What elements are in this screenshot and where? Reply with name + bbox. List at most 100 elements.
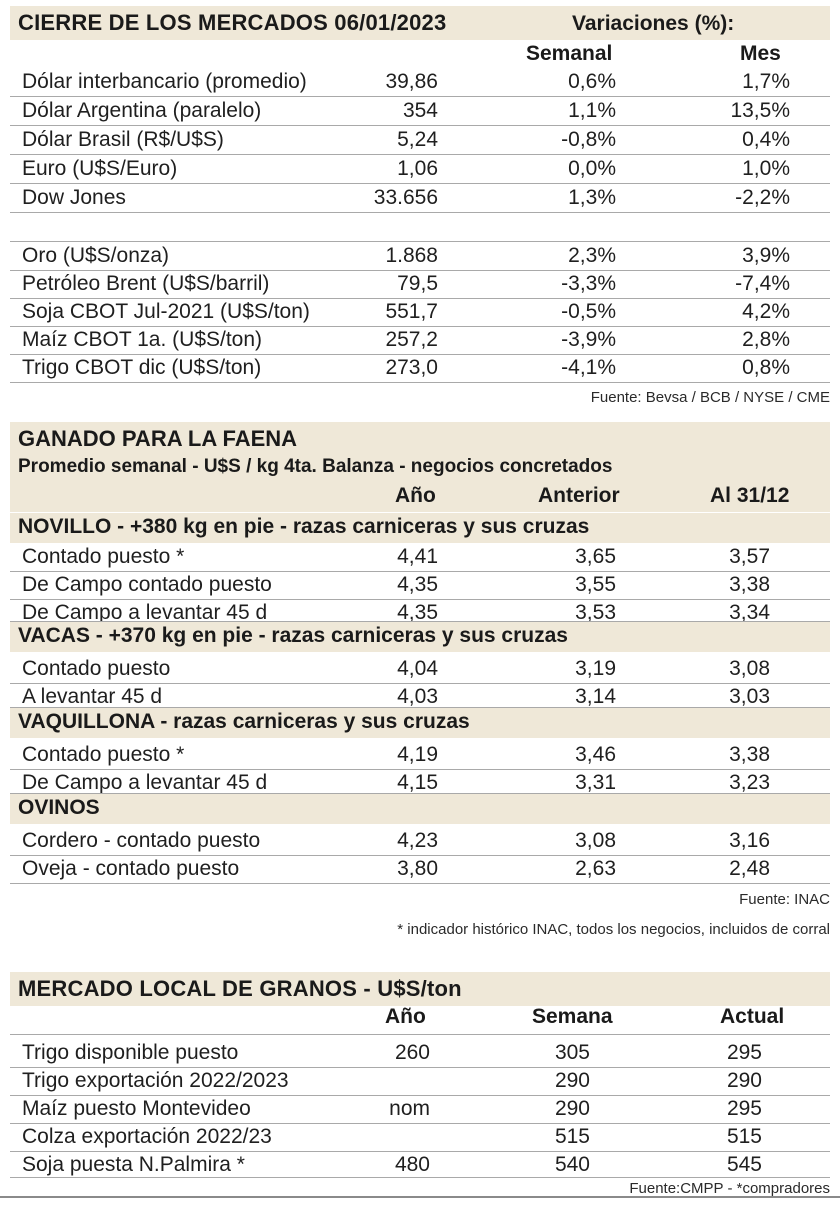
row-prev: 2,63	[575, 857, 616, 880]
cattle-subtitle: Promedio semanal - U$S / kg 4ta. Balanza…	[18, 456, 613, 477]
cattle-title: GANADO PARA LA FAENA	[18, 426, 298, 451]
row-week: 515	[554, 1125, 590, 1148]
row-prev: 3,53	[575, 601, 616, 622]
row-date: 3,38	[729, 743, 770, 766]
row-year: 3,80	[397, 857, 438, 880]
variations-label: Variaciones (%):	[572, 12, 735, 35]
table-row: Dow Jones 33.656 1,3% -2,2%	[10, 184, 830, 213]
row-label: Oveja - contado puesto	[22, 857, 240, 880]
row-label: Contado puesto	[22, 657, 171, 680]
table-row: A levantar 45 d 4,03 3,14 3,03	[10, 683, 830, 708]
row-month: -7,4%	[735, 272, 790, 295]
row-year: nom	[389, 1097, 430, 1120]
spacer-row	[10, 213, 830, 242]
row-label: Colza exportación 2022/23	[22, 1125, 272, 1148]
table-row: Soja puesta N.Palmira * 480 540 545	[10, 1151, 830, 1178]
row-year: 4,04	[397, 657, 438, 680]
col-anterior: Anterior	[538, 484, 620, 507]
col-semana: Semana	[532, 1005, 613, 1028]
row-label: Dólar Brasil (R$/U$S)	[22, 128, 224, 151]
row-week: 540	[554, 1153, 590, 1176]
row-year: 4,19	[397, 743, 438, 766]
row-label: Cordero - contado puesto	[22, 829, 261, 852]
cattle-source: Fuente: INAC	[739, 891, 830, 908]
row-prev: 3,46	[575, 743, 616, 766]
row-year: 4,41	[397, 545, 438, 568]
row-date: 2,48	[729, 857, 770, 880]
row-month: 1,0%	[742, 157, 790, 180]
col-mes: Mes	[740, 42, 781, 65]
row-week: -4,1%	[561, 356, 616, 379]
row-date: 3,38	[729, 573, 770, 596]
row-prev: 3,55	[575, 573, 616, 596]
row-date: 3,34	[729, 601, 770, 622]
markets-source: Fuente: Bevsa / BCB / NYSE / CME	[590, 389, 830, 406]
row-value: 551,7	[385, 300, 438, 323]
row-label: Soja puesta N.Palmira *	[22, 1153, 245, 1176]
row-label: Trigo CBOT dic (U$S/ton)	[22, 356, 262, 379]
row-week: -3,3%	[561, 272, 616, 295]
row-current: 545	[726, 1153, 762, 1176]
table-row: Contado puesto * 4,41 3,65 3,57	[10, 543, 830, 572]
row-month: 3,9%	[742, 244, 790, 267]
row-week: 0,0%	[568, 157, 616, 180]
row-year: 4,03	[397, 685, 438, 708]
row-prev: 3,65	[575, 545, 616, 568]
row-label: Petróleo Brent (U$S/barril)	[22, 272, 270, 295]
row-label: Euro (U$S/Euro)	[22, 157, 178, 180]
row-label: Dólar Argentina (paralelo)	[22, 99, 262, 122]
table-row: Contado puesto * 4,19 3,46 3,38	[10, 741, 830, 770]
row-week: 1,3%	[568, 186, 616, 209]
row-label: De Campo contado puesto	[22, 573, 272, 596]
row-date: 3,03	[729, 685, 770, 708]
table-row: Maíz CBOT 1a. (U$S/ton) 257,2 -3,9% 2,8%	[10, 326, 830, 355]
table-row: Cordero - contado puesto 4,23 3,08 3,16	[10, 827, 830, 856]
col-al-31-12: Al 31/12	[710, 484, 790, 507]
row-value: 354	[402, 99, 438, 122]
row-current: 295	[726, 1097, 762, 1120]
table-row: Dólar interbancario (promedio) 39,86 0,6…	[10, 68, 830, 97]
row-week: -0,8%	[561, 128, 616, 151]
group-title: NOVILLO - +380 kg en pie - razas carnice…	[18, 515, 590, 538]
row-date: 3,08	[729, 657, 770, 680]
row-label: Soja CBOT Jul-2021 (U$S/ton)	[22, 300, 310, 323]
row-prev: 3,19	[575, 657, 616, 680]
grains-title: MERCADO LOCAL DE GRANOS - U$S/ton	[18, 976, 462, 1001]
table-row: Contado puesto 4,04 3,19 3,08	[10, 655, 830, 684]
row-year: 4,15	[397, 771, 438, 794]
row-current: 290	[726, 1069, 762, 1092]
grains-header: MERCADO LOCAL DE GRANOS - U$S/ton	[10, 972, 830, 1006]
row-label: Trigo disponible puesto	[22, 1041, 239, 1064]
grains-source: Fuente:CMPP - *compradores	[629, 1180, 830, 1197]
row-month: 13,5%	[730, 99, 790, 122]
group-title: VAQUILLONA - razas carniceras y sus cruz…	[18, 710, 470, 733]
col-ano: Año	[385, 1005, 426, 1028]
table-row: Oveja - contado puesto 3,80 2,63 2,48	[10, 855, 830, 884]
row-prev: 3,14	[575, 685, 616, 708]
row-label: Maíz puesto Montevideo	[22, 1097, 251, 1120]
col-ano: Año	[395, 484, 436, 507]
row-year: 480	[394, 1153, 430, 1176]
row-month: 4,2%	[742, 300, 790, 323]
row-month: 0,8%	[742, 356, 790, 379]
row-label: De Campo a levantar 45 d	[22, 601, 268, 622]
row-label: Oro (U$S/onza)	[22, 244, 170, 267]
row-date: 3,23	[729, 771, 770, 794]
col-actual: Actual	[720, 1005, 785, 1028]
row-label: Trigo exportación 2022/2023	[22, 1069, 289, 1092]
row-prev: 3,08	[575, 829, 616, 852]
row-label: De Campo a levantar 45 d	[22, 771, 268, 794]
row-month: -2,2%	[735, 186, 790, 209]
table-row: Soja CBOT Jul-2021 (U$S/ton) 551,7 -0,5%…	[10, 298, 830, 327]
row-value: 33.656	[373, 186, 438, 209]
table-row: Dólar Argentina (paralelo) 354 1,1% 13,5…	[10, 97, 830, 126]
bottom-rule	[0, 1196, 840, 1198]
row-week: -0,5%	[561, 300, 616, 323]
group-header-ovinos: OVINOS	[10, 794, 830, 824]
row-prev: 3,31	[575, 771, 616, 794]
table-row: Petróleo Brent (U$S/barril) 79,5 -3,3% -…	[10, 270, 830, 299]
row-week: 1,1%	[568, 99, 616, 122]
row-year: 4,35	[397, 601, 438, 622]
markets-header: CIERRE DE LOS MERCADOS 06/01/2023 Variac…	[10, 6, 830, 40]
row-week: 2,3%	[568, 244, 616, 267]
